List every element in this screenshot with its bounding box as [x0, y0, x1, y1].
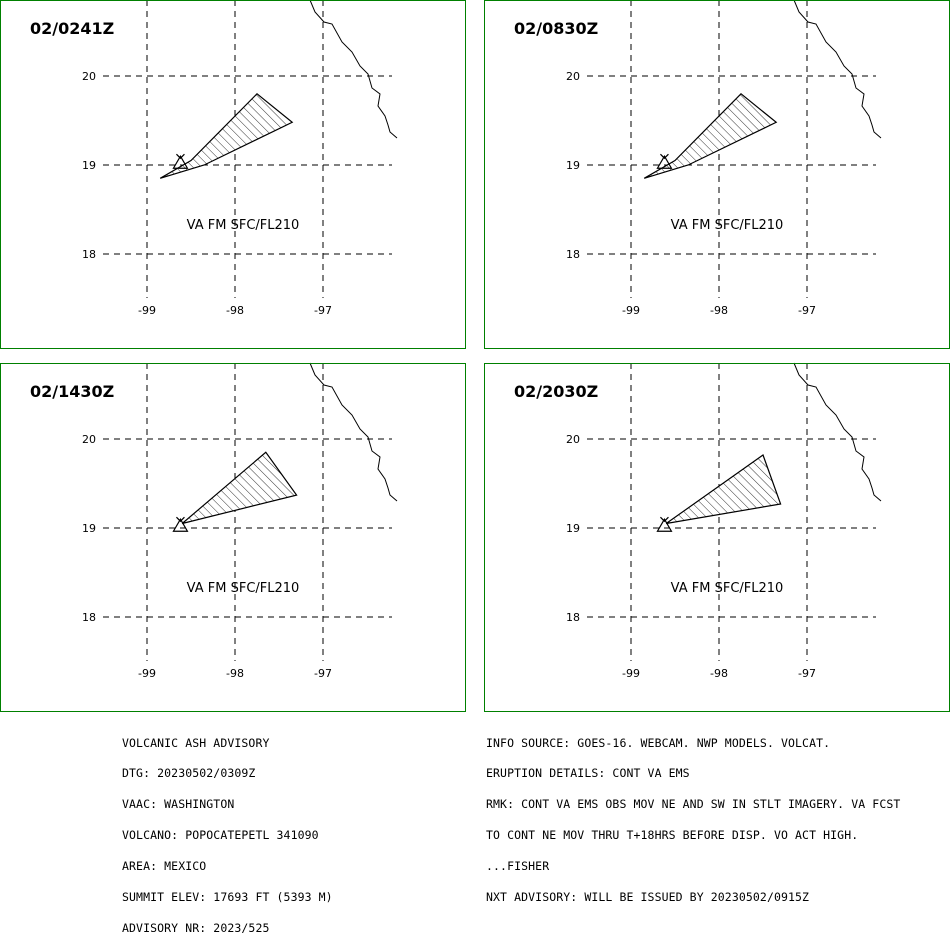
coastline [309, 362, 398, 502]
map-panel: 02/0241Z 20 19 18 -99 -98 -97 VA FM SFC/FL210 [0, 0, 466, 349]
latitude-label: 18 [566, 248, 580, 261]
eruption-icon [176, 153, 185, 160]
latitude-label: 19 [566, 159, 580, 172]
longitude-label: -99 [622, 667, 640, 680]
advisory-line: SUMMIT ELEV: 17693 FT (5393 M) [122, 890, 333, 905]
advisory-line: INFO SOURCE: GOES-16. WEBCAM. NWP MODELS… [486, 735, 831, 750]
panel-frame [484, 0, 950, 349]
panel-frame [0, 0, 466, 349]
map-panel: 02/2030Z 20 19 18 -99 -98 -97 VA FM SFC/FL210 [484, 362, 950, 712]
latitude-label: 18 [566, 611, 580, 624]
advisory-line: TO CONT NE MOV THRU T+18HRS BEFORE DISP.… [486, 828, 859, 843]
latitude-label: 19 [82, 159, 96, 172]
latitude-label: 20 [566, 70, 580, 83]
advisory-line: AREA: MEXICO [122, 859, 207, 874]
advisory-header-text: VOLCANIC ASH ADVISORY DTG: 20230502/0309… [122, 717, 333, 944]
latitude-label: 18 [82, 611, 96, 624]
advisory-line: ...FISHER [486, 859, 550, 874]
longitude-label: -98 [226, 667, 244, 680]
map-panel: 02/1430Z 20 19 18 -99 -98 -97 VA FM SFC/FL210 [0, 362, 466, 712]
altitude-label: VA FM SFC/FL210 [671, 218, 784, 233]
coastline [793, 362, 882, 502]
ash-cloud-polygon [665, 454, 782, 525]
advisory-remarks-text: INFO SOURCE: GOES-16. WEBCAM. NWP MODELS… [486, 717, 900, 913]
panel-frame [0, 363, 466, 712]
coastline [793, 0, 882, 139]
advisory-line: VAAC: WASHINGTON [122, 797, 235, 812]
volcano-icon [656, 155, 673, 169]
altitude-label: VA FM SFC/FL210 [187, 218, 300, 233]
altitude-label: VA FM SFC/FL210 [187, 581, 300, 596]
altitude-label: VA FM SFC/FL210 [671, 581, 784, 596]
longitude-label: -99 [138, 667, 156, 680]
volcano-icon [656, 518, 673, 532]
longitude-label: -97 [798, 304, 816, 317]
longitude-label: -99 [138, 304, 156, 317]
latitude-label: 19 [566, 522, 580, 535]
panel-frame [484, 363, 950, 712]
latitude-label: 18 [82, 248, 96, 261]
advisory-line: DTG: 20230502/0309Z [122, 766, 256, 781]
latitude-label: 20 [82, 70, 96, 83]
panel-time: 02/1430Z [30, 382, 114, 401]
advisory-line: ADVISORY NR: 2023/525 [122, 920, 270, 935]
panel-time: 02/0241Z [30, 19, 114, 38]
eruption-icon [660, 153, 669, 160]
coastline [309, 0, 398, 139]
volcano-icon [172, 518, 189, 532]
panel-time: 02/2030Z [514, 382, 598, 401]
ash-cloud-polygon [181, 451, 298, 525]
longitude-label: -98 [710, 667, 728, 680]
volcano-icon [172, 155, 189, 169]
panel-time: 02/0830Z [514, 19, 598, 38]
advisory-line: RMK: CONT VA EMS OBS MOV NE AND SW IN ST… [486, 797, 901, 812]
advisory-line: VOLCANO: POPOCATEPETL 341090 [122, 828, 319, 843]
latitude-label: 20 [566, 433, 580, 446]
longitude-label: -99 [622, 304, 640, 317]
latitude-label: 19 [82, 522, 96, 535]
ash-cloud-polygon [159, 92, 294, 179]
advisory-line: NXT ADVISORY: WILL BE ISSUED BY 20230502… [486, 890, 810, 905]
ash-cloud-polygon [643, 92, 778, 179]
longitude-label: -98 [710, 304, 728, 317]
eruption-icon [660, 516, 669, 523]
longitude-label: -98 [226, 304, 244, 317]
latitude-label: 20 [82, 433, 96, 446]
advisory-line: VOLCANIC ASH ADVISORY [122, 735, 270, 750]
longitude-label: -97 [798, 667, 816, 680]
map-panel: 02/0830Z 20 19 18 -99 -98 -97 VA FM SFC/FL210 [484, 0, 950, 349]
longitude-label: -97 [314, 667, 332, 680]
longitude-label: -97 [314, 304, 332, 317]
advisory-line: ERUPTION DETAILS: CONT VA EMS [486, 766, 690, 781]
eruption-icon [176, 516, 185, 523]
